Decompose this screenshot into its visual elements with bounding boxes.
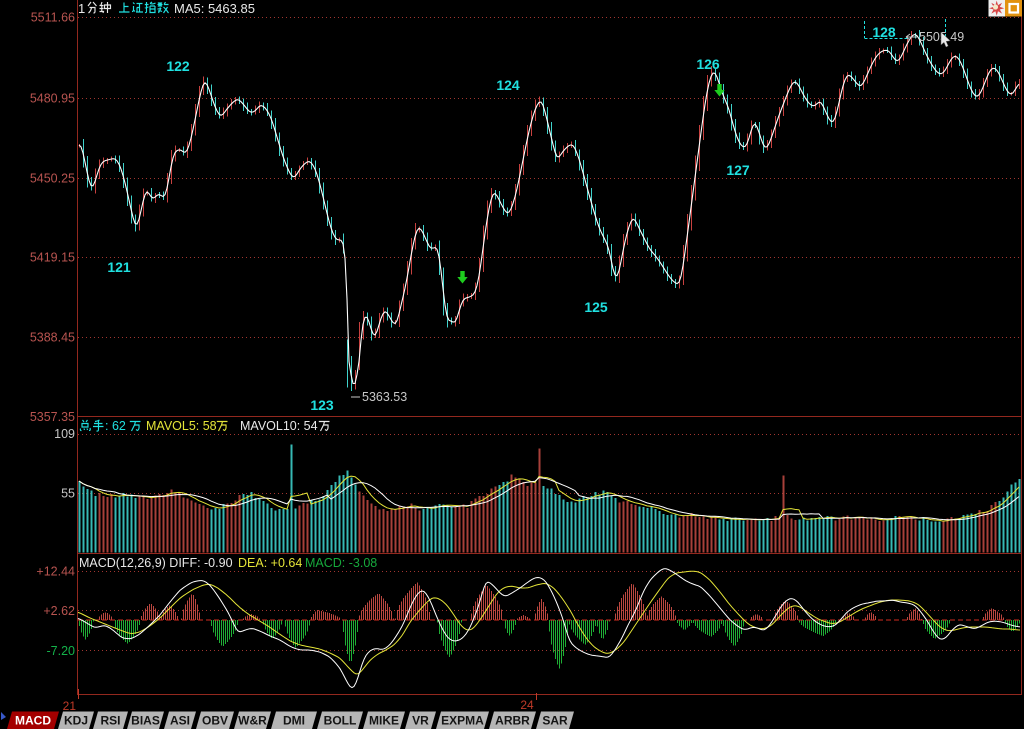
svg-text:MACD: -3.08: MACD: -3.08 — [305, 556, 377, 570]
svg-text:VR: VR — [412, 714, 429, 728]
svg-text:128: 128 — [872, 24, 896, 40]
svg-text:126: 126 — [696, 56, 720, 72]
svg-text:127: 127 — [726, 162, 750, 178]
svg-text:+2.62: +2.62 — [43, 604, 75, 618]
svg-text:DEA: +0.64: DEA: +0.64 — [238, 556, 302, 570]
svg-text:5480.95: 5480.95 — [30, 92, 75, 106]
svg-text:109: 109 — [54, 427, 75, 441]
svg-text:5357.35: 5357.35 — [30, 410, 75, 424]
svg-text:1: 1 — [78, 1, 85, 16]
svg-text:55: 55 — [61, 487, 75, 501]
svg-text:RSI: RSI — [100, 714, 120, 728]
svg-text:5388.45: 5388.45 — [30, 331, 75, 345]
svg-text:BOLL: BOLL — [324, 714, 357, 728]
svg-text:24: 24 — [520, 698, 534, 712]
svg-text:121: 121 — [107, 259, 131, 275]
svg-text:+12.44: +12.44 — [36, 565, 75, 579]
svg-text:5511.66: 5511.66 — [31, 11, 75, 25]
svg-text:5363.53: 5363.53 — [362, 390, 407, 404]
svg-text:KDJ: KDJ — [64, 714, 88, 728]
svg-text:BIAS: BIAS — [131, 714, 160, 728]
svg-text:MIKE: MIKE — [369, 714, 399, 728]
svg-text:124: 124 — [496, 77, 520, 93]
svg-text:SAR: SAR — [542, 714, 568, 728]
svg-text:MAVOL5: 58: MAVOL5: 58 — [146, 419, 217, 433]
svg-text:OBV: OBV — [202, 714, 228, 728]
svg-text:DMI: DMI — [283, 714, 305, 728]
svg-text:5450.25: 5450.25 — [30, 172, 75, 186]
svg-text:: 62: : 62 — [105, 419, 126, 433]
svg-text:-7.20: -7.20 — [47, 644, 76, 658]
svg-text:5419.15: 5419.15 — [30, 251, 75, 265]
svg-text:EXPMA: EXPMA — [441, 714, 484, 728]
svg-text:122: 122 — [166, 58, 190, 74]
svg-text:21: 21 — [63, 699, 77, 713]
svg-text:MA5: 5463.85: MA5: 5463.85 — [174, 1, 255, 16]
svg-text:MACD(12,26,9) DIFF: -0.90: MACD(12,26,9) DIFF: -0.90 — [79, 556, 233, 570]
svg-text:MAVOL10: 54: MAVOL10: 54 — [240, 419, 318, 433]
svg-text:MACD: MACD — [15, 714, 51, 728]
svg-text:ARBR: ARBR — [495, 714, 530, 728]
svg-text:W&R: W&R — [238, 714, 267, 728]
svg-text:ASI: ASI — [170, 714, 190, 728]
svg-text:125: 125 — [584, 299, 608, 315]
svg-text:123: 123 — [310, 397, 334, 413]
